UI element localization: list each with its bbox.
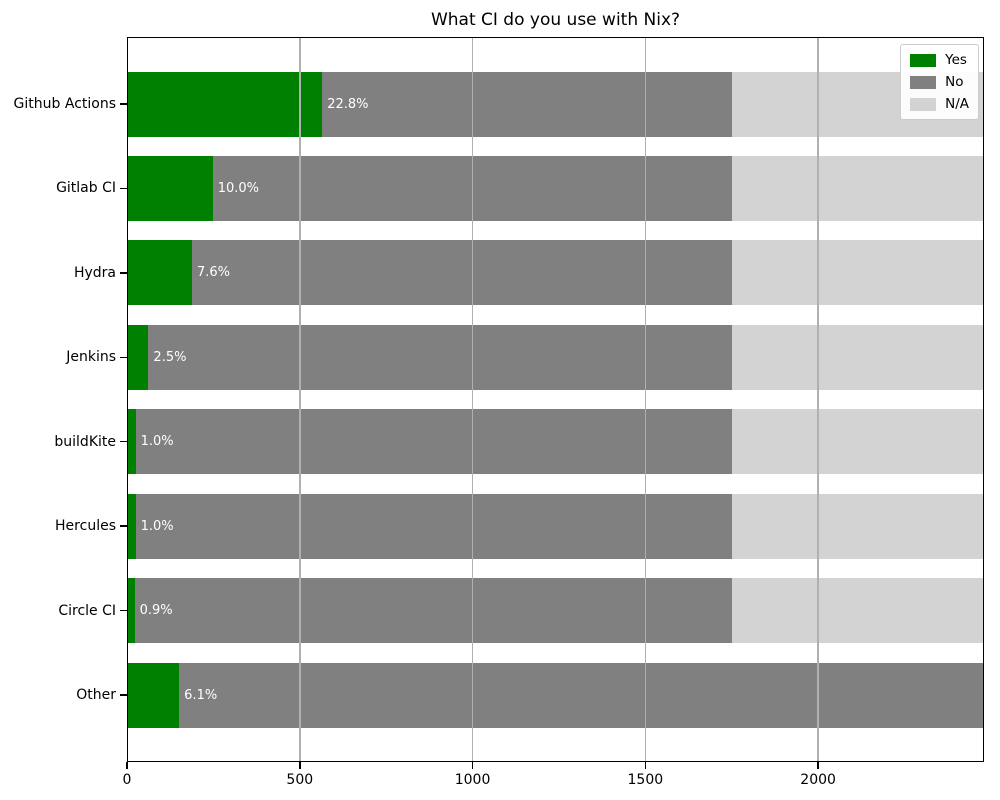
legend-label: N/A [945,96,969,112]
x-tick-mark [471,762,474,769]
bar-row: 10.0% [127,155,984,221]
bar-segment-yes [127,662,180,728]
bar-value-label: 0.9% [139,603,173,619]
bar-segment-na [731,409,984,475]
y-tick-label: Circle CI [58,602,116,619]
bar-segment-na [731,578,984,644]
y-tick-label: Gitlab CI [56,180,116,197]
legend-item: No [910,74,969,90]
bar-row: 6.1% [127,662,984,728]
bar-segment-no [148,324,732,390]
x-tick-label: 2000 [800,772,836,788]
legend-color-patch [910,97,937,111]
bar-row: 7.6% [127,240,984,306]
bar-segment-yes [127,578,135,644]
y-tick-mark [120,440,127,443]
y-tick-mark [120,103,127,105]
y-tick-mark [120,525,127,527]
plot-area: 22.8% 10.0% 7.6% 2.5% 1.0% 1.0% 0.9% 6.1% Yes No… [127,37,984,762]
x-tick-label: 500 [286,772,314,788]
legend-label: No [945,74,964,90]
legend-label: Yes [945,52,967,68]
x-tick-label: 0 [122,772,132,788]
bar-value-label: 2.5% [153,349,187,365]
bar-segment-na [731,324,984,390]
bar-segment-yes [127,409,136,475]
y-tick-mark [120,356,127,359]
bar-segment-no [135,409,732,475]
legend-item: N/A [910,96,969,112]
bar-value-label: 10.0% [217,180,259,196]
bar-segment-yes [127,324,149,390]
bar-segment-na [731,240,984,306]
gridline [299,37,301,762]
bar-row: 2.5% [127,324,984,390]
gridline [644,37,647,762]
bar-row: 1.0% [127,409,984,475]
x-tick-label: 1500 [627,772,664,788]
plot-frame [127,37,984,762]
gridline [471,37,474,762]
y-tick-label: Github Actions [13,96,116,112]
x-tick-mark [126,762,128,769]
bar-segment-yes [127,493,136,559]
bar-row: 0.9% [127,578,984,644]
legend-color-patch [910,75,937,89]
legend-item: Yes [910,52,969,68]
legend-color-patch [910,53,937,67]
y-tick-mark [120,187,127,190]
bar-segment-no [191,240,732,306]
chart-title: What CI do you use with Nix? [430,10,681,30]
x-tick-mark [299,762,301,769]
legend: Yes No N/A [900,44,979,120]
x-tick-label: 1000 [454,772,491,788]
y-tick-label: Jenkins [66,349,116,366]
bar-segment-na [731,493,984,559]
y-tick-label: Hercules [55,518,116,535]
y-tick-label: Hydra [73,264,116,281]
y-tick-mark [120,694,127,696]
bar-segment-na [731,155,984,221]
bar-segment-yes [127,155,213,221]
bar-segment-yes [127,240,192,306]
bar-segment-no [322,71,732,137]
x-tick-mark [817,762,819,769]
bar-value-label: 7.6% [196,265,230,281]
gridline [817,37,819,762]
bar-segment-yes [127,71,323,137]
x-tick-mark [644,762,647,769]
bar-value-label: 6.1% [184,687,218,703]
bar-segment-no [134,578,732,644]
bar-segment-no [135,493,732,559]
y-tick-mark [120,609,127,612]
bar-value-label: 1.0% [140,518,174,534]
y-tick-label: buildKite [54,433,116,450]
y-tick-label: Other [76,687,116,703]
bar-segment-no [179,662,984,728]
bar-row: 1.0% [127,493,984,559]
bar-row: 22.8% [127,71,984,137]
bar-value-label: 22.8% [327,96,369,112]
y-tick-mark [120,272,127,274]
bar-value-label: 1.0% [140,434,174,450]
